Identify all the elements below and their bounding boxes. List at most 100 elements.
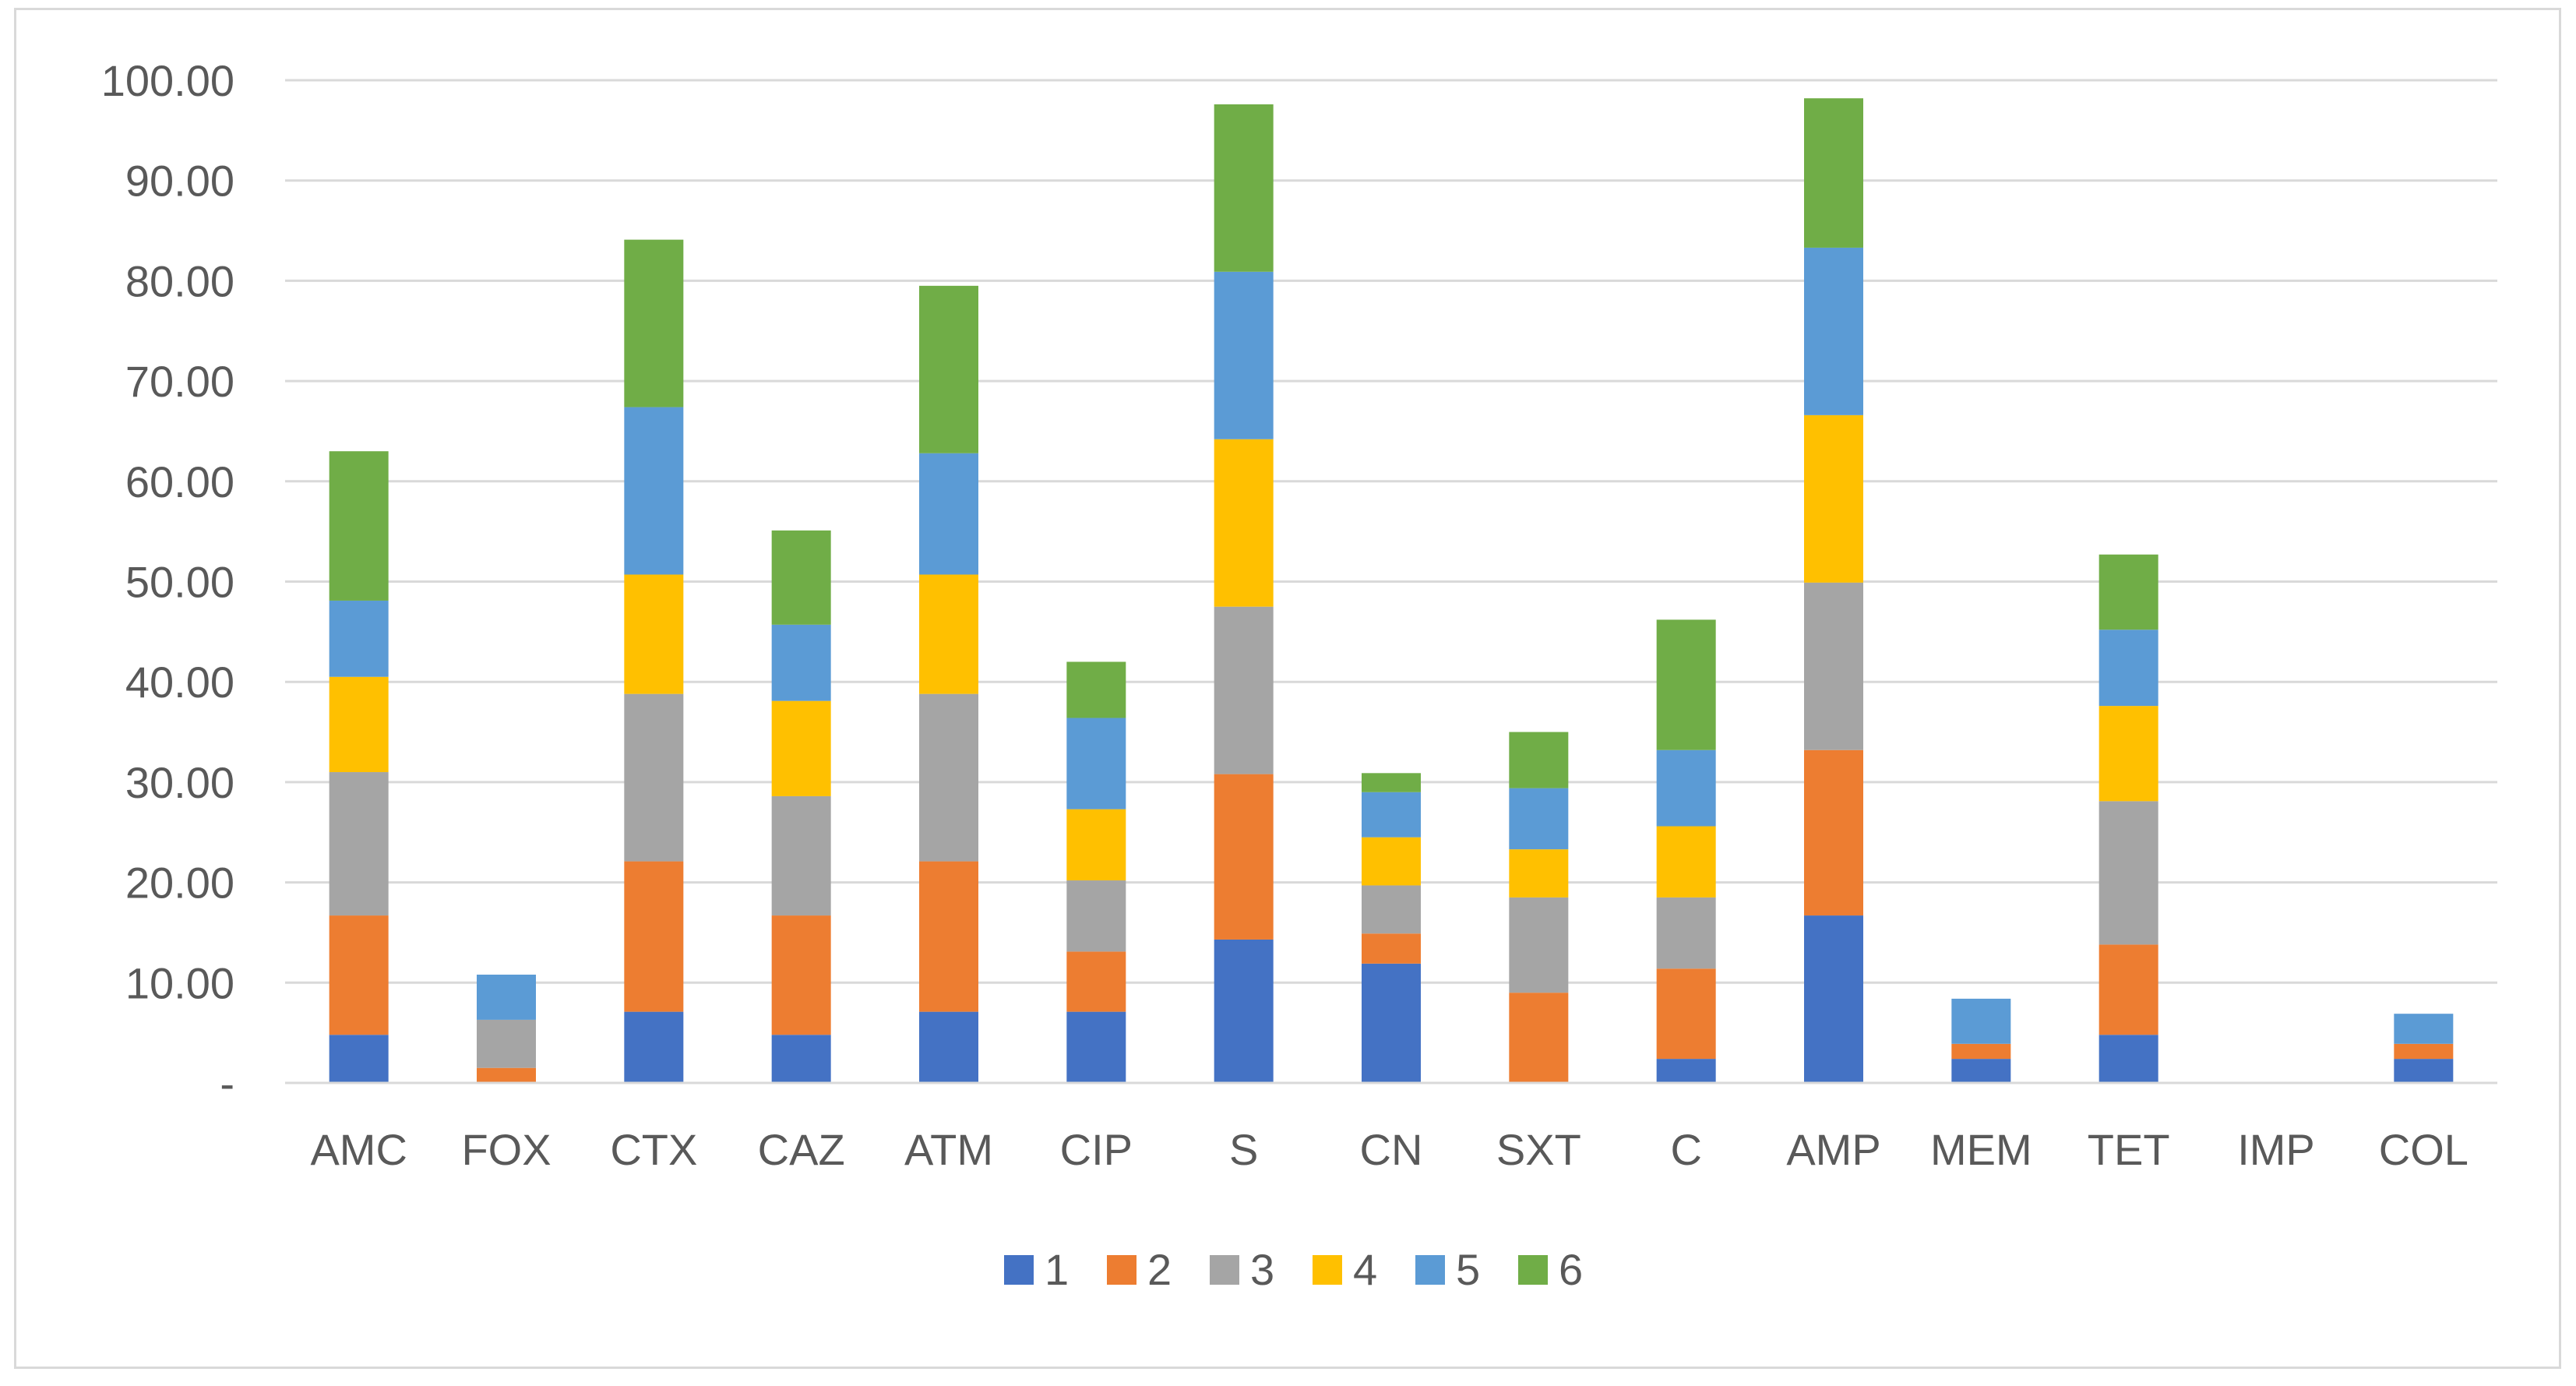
bar-segment-cn-series-3: [1362, 885, 1421, 934]
y-tick-label: 20.00: [125, 859, 234, 908]
bar-segment-cip-series-1: [1066, 1011, 1126, 1083]
x-category-label: AMC: [310, 1125, 407, 1174]
bar-segment-amc-series-6: [329, 451, 389, 601]
bar-segment-caz-series-2: [771, 915, 831, 1035]
bar-segment-fox-series-5: [477, 975, 536, 1020]
x-category-label: CTX: [610, 1125, 697, 1174]
bar-segment-fox-series-3: [477, 1019, 536, 1068]
legend-label: 3: [1250, 1245, 1274, 1294]
bar-segment-cn-series-5: [1362, 792, 1421, 838]
bar-segment-amp-series-4: [1804, 414, 1863, 583]
x-category-labels: AMC FOX CTX CAZ ATM CIP S CN SXT C AMP MEM TET IMP COL: [310, 1125, 2468, 1174]
bar-segment-col-series-2: [2394, 1043, 2454, 1060]
bar-segment-ctx-series-3: [624, 693, 684, 862]
bar-segment-tet-series-4: [2099, 706, 2158, 802]
x-category-label: FOX: [461, 1125, 551, 1174]
bar-segment-tet-series-5: [2099, 630, 2158, 707]
bar-segment-cip-series-4: [1066, 809, 1126, 881]
legend: 1 2 3 4 5 6: [1004, 1245, 1583, 1294]
bar-segment-c-series-2: [1656, 968, 1716, 1060]
bar-segment-mem-series-1: [1951, 1059, 2011, 1083]
stacked-bar-chart: - 10.00 20.00 30.00 40.00 50.00 60.00 70.00 80.0…: [101, 56, 2497, 1294]
bar-segment-atm-series-3: [919, 693, 978, 862]
bar-segment-amc-series-3: [329, 772, 389, 916]
bar-segment-caz-series-6: [771, 530, 831, 625]
legend-label: 6: [1559, 1245, 1583, 1294]
legend-swatch-4: [1313, 1255, 1342, 1285]
y-tick-label: -: [220, 1059, 234, 1108]
bar-segment-col-series-5: [2394, 1014, 2454, 1044]
bar-segment-amp-series-6: [1804, 98, 1863, 248]
bar-segment-cn-series-6: [1362, 773, 1421, 792]
bar-segment-amp-series-1: [1804, 915, 1863, 1083]
bar-segment-tet-series-6: [2099, 554, 2158, 630]
y-tick-label: 50.00: [125, 558, 234, 607]
bar-segment-s-series-1: [1214, 939, 1274, 1083]
bar-segment-cip-series-3: [1066, 880, 1126, 952]
bar-segment-atm-series-1: [919, 1011, 978, 1083]
bar-segment-ctx-series-2: [624, 861, 684, 1012]
legend-swatch-1: [1004, 1255, 1034, 1285]
y-tick-label: 30.00: [125, 758, 234, 807]
x-category-label: IMP: [2237, 1125, 2315, 1174]
x-category-label: CIP: [1060, 1125, 1133, 1174]
y-tick-labels: - 10.00 20.00 30.00 40.00 50.00 60.00 70.00 80.0…: [101, 56, 234, 1108]
bar-segment-atm-series-2: [919, 861, 978, 1012]
bar-segment-col-series-1: [2394, 1059, 2454, 1083]
legend-label: 5: [1456, 1245, 1480, 1294]
legend-swatch-2: [1107, 1255, 1136, 1285]
bar-segment-atm-series-5: [919, 453, 978, 575]
bar-segment-c-series-3: [1656, 897, 1716, 969]
x-category-label: COL: [2379, 1125, 2469, 1174]
bar-segment-amc-series-5: [329, 600, 389, 677]
bar-segment-caz-series-1: [771, 1035, 831, 1083]
y-tick-label: 90.00: [125, 157, 234, 206]
bar-segment-s-series-4: [1214, 439, 1274, 607]
x-category-label: S: [1229, 1125, 1258, 1174]
legend-label: 2: [1147, 1245, 1172, 1294]
bar-segment-fox-series-2: [477, 1067, 536, 1083]
legend-label: 4: [1353, 1245, 1377, 1294]
bar-segment-tet-series-2: [2099, 944, 2158, 1035]
bar-segment-amp-series-3: [1804, 582, 1863, 750]
y-tick-label: 60.00: [125, 457, 234, 506]
bar-segment-sxt-series-6: [1509, 732, 1569, 788]
y-tick-label: 70.00: [125, 357, 234, 406]
chart-frame: - 10.00 20.00 30.00 40.00 50.00 60.00 70.00 80.0…: [14, 8, 2561, 1369]
bar-segment-c-series-6: [1656, 619, 1716, 750]
bar-segment-c-series-4: [1656, 826, 1716, 898]
bar-segment-sxt-series-5: [1509, 788, 1569, 850]
x-category-label: AMP: [1786, 1125, 1880, 1174]
bar-segment-ctx-series-1: [624, 1011, 684, 1083]
bar-segment-sxt-series-3: [1509, 897, 1569, 993]
bar-segment-cn-series-2: [1362, 933, 1421, 964]
bar-segment-amc-series-1: [329, 1035, 389, 1083]
legend-swatch-6: [1518, 1255, 1548, 1285]
bar-segment-mem-series-2: [1951, 1043, 2011, 1060]
bar-segment-ctx-series-5: [624, 407, 684, 575]
y-tick-label: 100.00: [101, 56, 234, 105]
bar-segment-caz-series-3: [771, 795, 831, 916]
bars: [329, 98, 2454, 1083]
legend-swatch-3: [1210, 1255, 1239, 1285]
bar-segment-s-series-2: [1214, 774, 1274, 940]
x-category-label: C: [1670, 1125, 1701, 1174]
bar-segment-sxt-series-2: [1509, 993, 1569, 1083]
x-category-label: CN: [1360, 1125, 1423, 1174]
bar-segment-tet-series-3: [2099, 801, 2158, 945]
x-category-label: TET: [2088, 1125, 2170, 1174]
bar-segment-cn-series-4: [1362, 837, 1421, 886]
bar-segment-tet-series-1: [2099, 1035, 2158, 1083]
legend-label: 1: [1045, 1245, 1069, 1294]
bar-segment-amc-series-4: [329, 676, 389, 773]
x-category-label: CAZ: [758, 1125, 845, 1174]
bar-segment-c-series-5: [1656, 749, 1716, 827]
bar-segment-amp-series-5: [1804, 247, 1863, 415]
bar-segment-caz-series-4: [771, 700, 831, 796]
bar-segment-cip-series-2: [1066, 951, 1126, 1012]
bar-segment-s-series-6: [1214, 104, 1274, 272]
bar-segment-s-series-5: [1214, 271, 1274, 439]
bar-segment-ctx-series-6: [624, 239, 684, 407]
x-category-label: MEM: [1930, 1125, 2032, 1174]
y-tick-label: 40.00: [125, 658, 234, 707]
